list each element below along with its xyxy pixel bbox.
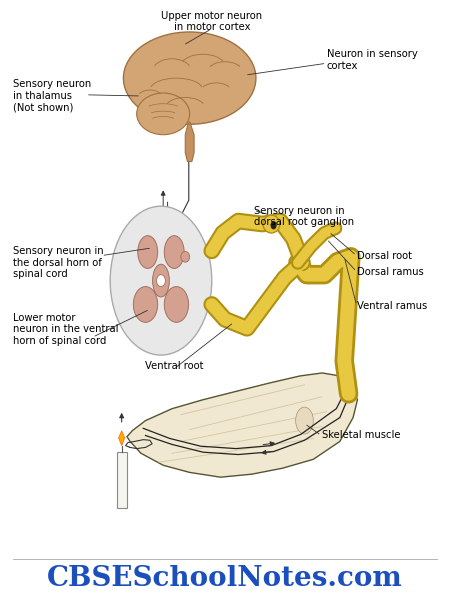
Polygon shape (185, 122, 194, 162)
Text: Sensory neuron
in thalamus
(Not shown): Sensory neuron in thalamus (Not shown) (13, 79, 91, 113)
Text: Skeletal muscle: Skeletal muscle (322, 430, 400, 441)
Text: Dorsal ramus: Dorsal ramus (357, 267, 424, 276)
Ellipse shape (110, 206, 212, 355)
Text: CBSESchoolNotes.com: CBSESchoolNotes.com (47, 565, 403, 592)
Polygon shape (127, 373, 357, 477)
Ellipse shape (164, 287, 189, 322)
Circle shape (270, 221, 277, 229)
Ellipse shape (133, 287, 158, 322)
Ellipse shape (138, 236, 157, 269)
Bar (117, 451, 126, 508)
Text: Upper motor neuron
in motor cortex: Upper motor neuron in motor cortex (161, 11, 262, 32)
Ellipse shape (137, 93, 189, 135)
Ellipse shape (181, 251, 189, 262)
Text: Dorsal root: Dorsal root (357, 251, 413, 261)
Text: Lower motor
neuron in the ventral
horn of spinal cord: Lower motor neuron in the ventral horn o… (13, 313, 118, 346)
Ellipse shape (153, 264, 169, 297)
Text: Ventral ramus: Ventral ramus (357, 301, 428, 310)
Circle shape (157, 275, 166, 287)
Text: Ventral root: Ventral root (145, 361, 203, 371)
Ellipse shape (296, 407, 313, 434)
Text: Sensory neuron in
dorsal root ganglion: Sensory neuron in dorsal root ganglion (254, 205, 354, 227)
Ellipse shape (164, 236, 184, 269)
Ellipse shape (263, 215, 280, 233)
Text: Sensory neuron in
the dorsal horn of
spinal cord: Sensory neuron in the dorsal horn of spi… (13, 246, 104, 279)
Text: Neuron in sensory
cortex: Neuron in sensory cortex (327, 50, 417, 71)
Ellipse shape (123, 32, 256, 124)
Polygon shape (118, 430, 125, 445)
